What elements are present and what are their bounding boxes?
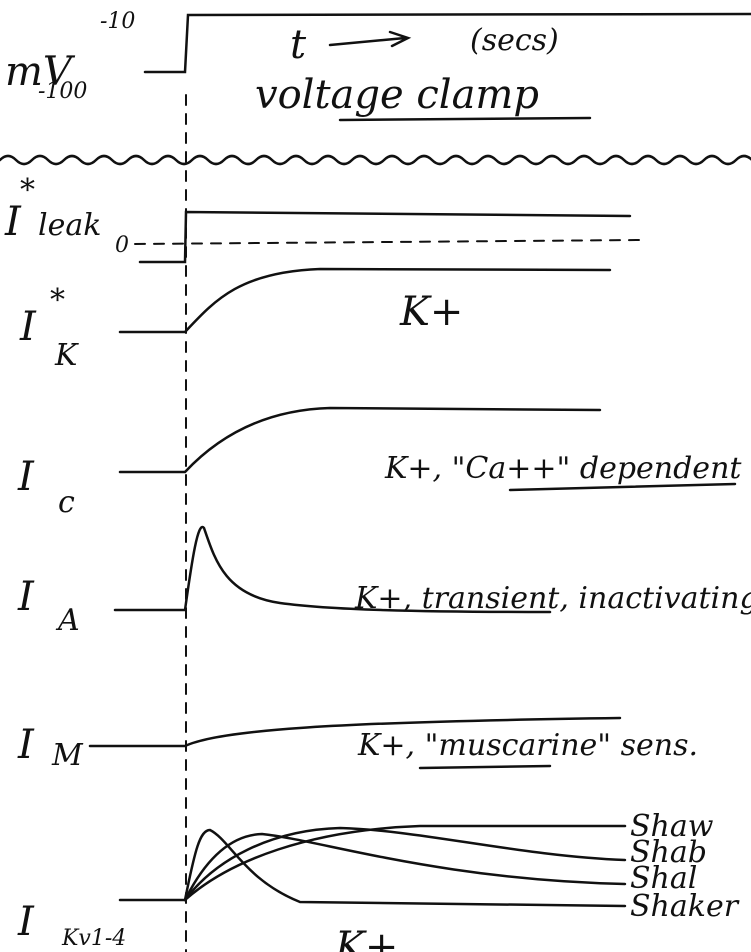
trace-label: Shaker xyxy=(630,889,740,924)
current-subscript: A xyxy=(55,603,80,638)
diagram: mV -10 -100 t (secs) voltage clamp I * l… xyxy=(0,0,751,952)
current-subscript: K xyxy=(54,338,79,373)
underline xyxy=(420,766,550,768)
time-unit: (secs) xyxy=(470,23,559,58)
voltage-step xyxy=(145,14,751,72)
ion-label: K+, "muscarine" sens. xyxy=(357,728,698,763)
shaw-trace xyxy=(185,826,625,900)
shaker-trace xyxy=(185,830,625,906)
ik-trace xyxy=(120,269,610,332)
current-symbol: I xyxy=(17,454,35,500)
shab-trace xyxy=(185,828,625,900)
current-star: * xyxy=(20,173,35,208)
voltage-low: -100 xyxy=(38,79,87,104)
current-symbol: I xyxy=(17,899,35,945)
current-symbol: I xyxy=(17,722,35,768)
underline xyxy=(340,118,590,120)
current-subscript: Kv1-4 xyxy=(61,926,126,951)
zero-line xyxy=(135,240,640,244)
ion-label: K+, "Ca++" dependent xyxy=(384,451,742,486)
voltage-high: -10 xyxy=(100,9,135,34)
time-label: t xyxy=(290,22,307,68)
current-star: * xyxy=(50,283,65,318)
leak-trace xyxy=(140,212,630,262)
ion-label: K+, transient, inactivating xyxy=(354,581,751,616)
time-arrow xyxy=(330,32,408,46)
current-symbol: I xyxy=(19,304,37,350)
current-subscript: c xyxy=(58,485,75,520)
voltage-clamp-label: voltage clamp xyxy=(255,72,539,118)
separator xyxy=(0,156,751,164)
ion-label: K+ xyxy=(399,289,463,335)
current-symbol: I xyxy=(17,574,35,620)
current-subscript: M xyxy=(51,738,84,773)
shal-trace xyxy=(185,834,625,900)
zero-label: 0 xyxy=(115,233,129,258)
ion-label: K+ xyxy=(334,924,398,952)
current-subscript: leak xyxy=(38,208,101,243)
